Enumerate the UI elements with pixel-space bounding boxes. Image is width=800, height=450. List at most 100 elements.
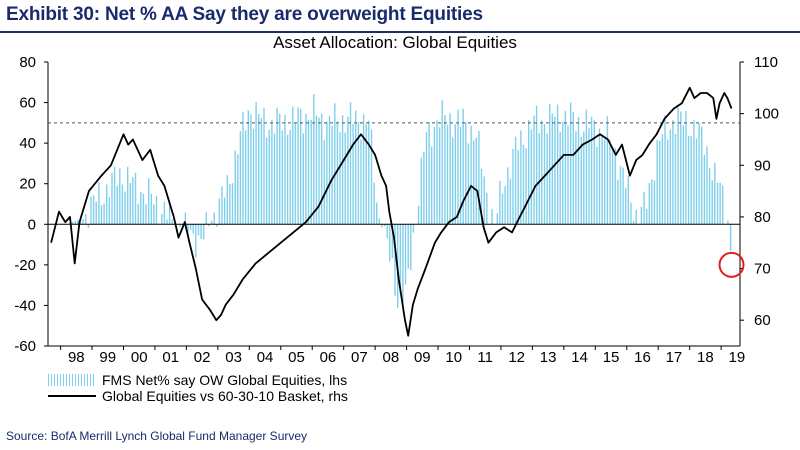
bar: [307, 119, 310, 225]
bar: [95, 201, 97, 225]
bar: [606, 116, 609, 225]
x-tick-label: 09: [414, 349, 431, 366]
bar: [370, 129, 373, 225]
bar: [289, 129, 291, 225]
bar: [77, 220, 79, 225]
bar: [394, 224, 396, 296]
source-note: Source: BofA Merrill Lynch Global Fund M…: [6, 429, 308, 443]
bar: [239, 131, 242, 225]
x-tick-label: 19: [729, 349, 746, 366]
bar: [452, 137, 454, 225]
bar: [714, 162, 716, 225]
x-tick-label: 03: [225, 349, 242, 366]
right-tick-label: 100: [754, 106, 779, 123]
bar: [546, 133, 548, 225]
left-tick-label: 0: [28, 216, 36, 233]
bar: [727, 220, 729, 225]
bar: [470, 125, 472, 225]
bar: [318, 117, 320, 225]
bar: [420, 157, 422, 225]
bar: [281, 130, 283, 225]
bar: [305, 113, 307, 225]
bar: [457, 109, 459, 225]
bar: [334, 103, 336, 225]
bar: [410, 224, 412, 271]
bar: [577, 117, 580, 225]
bar: [436, 120, 438, 225]
x-tick-label: 04: [257, 349, 274, 366]
left-tick-label: 80: [19, 54, 36, 71]
left-tick-label: 40: [19, 135, 36, 152]
bar: [672, 120, 674, 225]
bar: [567, 125, 569, 225]
bar: [132, 177, 134, 225]
exhibit-title: Exhibit 30: Net % AA Say they are overwe…: [6, 4, 483, 25]
right-tick-label: 110: [754, 54, 778, 71]
bar: [698, 123, 700, 225]
bar: [528, 120, 530, 225]
x-tick-label: 12: [508, 349, 525, 366]
legend: FMS Net% say OW Global Equities, lhs Glo…: [48, 372, 348, 404]
x-tick-label: 08: [383, 349, 400, 366]
bar: [106, 184, 108, 225]
bar: [556, 104, 559, 225]
bar: [625, 188, 627, 225]
axes: 80 60 40 20 0 -20 -40 -60 110 100 90 80 70 60 98 99 00 01…: [14, 54, 779, 366]
x-tick-label: 18: [697, 349, 714, 366]
bar: [598, 128, 601, 225]
bar: [357, 122, 360, 225]
bar: [593, 120, 595, 225]
bar: [551, 113, 553, 225]
bar: [402, 224, 404, 307]
bar: [520, 130, 522, 225]
bar: [208, 224, 210, 227]
bar: [389, 224, 391, 262]
bar: [218, 198, 221, 225]
bar: [203, 224, 205, 240]
bar: [465, 122, 467, 225]
x-tick-label: 14: [571, 349, 588, 366]
bar: [635, 209, 637, 225]
bar: [276, 107, 278, 225]
right-tick-label: 60: [754, 312, 771, 329]
bar: [74, 221, 76, 225]
x-tick-label: 05: [288, 349, 305, 366]
bar: [680, 111, 682, 225]
bar: [323, 140, 325, 225]
bar: [517, 150, 519, 225]
bar: [145, 204, 147, 225]
bar: [326, 121, 328, 225]
bar: [491, 209, 493, 225]
left-tick-label: -20: [14, 257, 36, 274]
bar: [687, 135, 690, 225]
bar: [425, 132, 428, 225]
bar: [119, 168, 121, 225]
bar: [315, 115, 318, 225]
bar: [195, 224, 197, 258]
bar: [161, 213, 163, 225]
bar: [224, 197, 226, 225]
x-tick-label: 07: [351, 349, 368, 366]
bar: [651, 179, 653, 225]
bar: [507, 167, 509, 225]
bar: [391, 224, 394, 259]
bar: [622, 167, 624, 225]
bar: [155, 195, 158, 225]
legend-item-line: Global Equities vs 60-30-10 Basket, rhs: [48, 388, 348, 404]
bar: [530, 129, 533, 225]
title-rule: [0, 31, 800, 33]
legend-swatch-bars: [48, 374, 96, 386]
bar: [454, 124, 456, 225]
bar: [292, 106, 294, 225]
bar: [113, 166, 116, 225]
bar: [674, 134, 677, 225]
bar: [242, 111, 244, 225]
bar: [438, 127, 441, 225]
line-series: [50, 86, 733, 337]
bar: [231, 183, 234, 225]
x-tick-label: 98: [68, 349, 85, 366]
bar: [381, 224, 383, 228]
bar: [90, 196, 92, 225]
bar: [244, 130, 247, 225]
chart-title: Asset Allocation: Global Equities: [273, 33, 517, 52]
